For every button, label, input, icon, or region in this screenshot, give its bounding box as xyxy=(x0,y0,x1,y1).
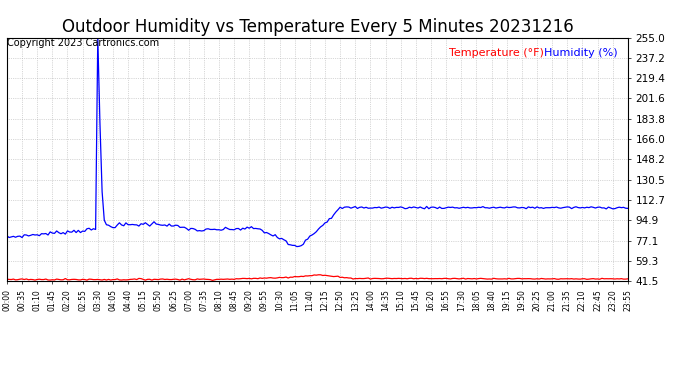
Text: Copyright 2023 Cartronics.com: Copyright 2023 Cartronics.com xyxy=(7,38,159,48)
Legend: Temperature (°F), Humidity (%): Temperature (°F), Humidity (%) xyxy=(445,43,622,62)
Title: Outdoor Humidity vs Temperature Every 5 Minutes 20231216: Outdoor Humidity vs Temperature Every 5 … xyxy=(61,18,573,36)
